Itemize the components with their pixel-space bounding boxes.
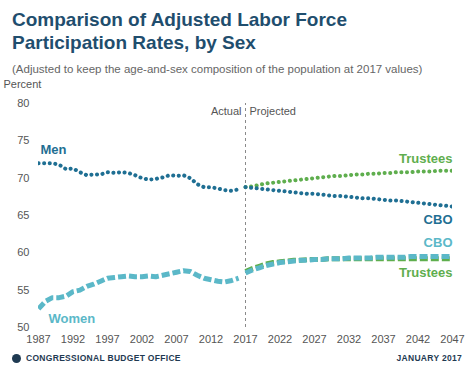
svg-text:Men: Men — [41, 142, 67, 157]
svg-text:50: 50 — [17, 321, 29, 333]
svg-text:2047: 2047 — [440, 333, 464, 345]
svg-text:2007: 2007 — [164, 333, 188, 345]
html-text:(Adjusted to keep the age-and-: (Adjusted to keep the age-and-sex compos… — [12, 63, 423, 75]
svg-text:1987: 1987 — [26, 333, 50, 345]
svg-text:CBO: CBO — [424, 212, 453, 227]
svg-text:2037: 2037 — [371, 333, 395, 345]
svg-text:Percent: Percent — [4, 78, 42, 90]
svg-text:Actual: Actual — [211, 105, 242, 117]
svg-text:2042: 2042 — [406, 333, 430, 345]
svg-text:1992: 1992 — [61, 333, 85, 345]
html-text:CONGRESSIONAL BUDGET OFFICE: CONGRESSIONAL BUDGET OFFICE — [26, 353, 181, 363]
svg-text:Women: Women — [49, 311, 96, 326]
svg-text:2027: 2027 — [302, 333, 326, 345]
svg-text:Trustees: Trustees — [399, 265, 452, 280]
svg-text:75: 75 — [17, 134, 29, 146]
svg-text:2017: 2017 — [233, 333, 257, 345]
svg-text:2002: 2002 — [130, 333, 154, 345]
svg-text:1997: 1997 — [95, 333, 119, 345]
html-text:Comparison of Adjusted Labor F: Comparison of Adjusted Labor Force Parti… — [12, 9, 347, 53]
svg-text:80: 80 — [17, 97, 29, 109]
svg-text:55: 55 — [17, 284, 29, 296]
svg-text:70: 70 — [17, 172, 29, 184]
svg-text:60: 60 — [17, 246, 29, 258]
svg-text:Projected: Projected — [250, 105, 296, 117]
svg-text:2012: 2012 — [199, 333, 223, 345]
html-text:JANUARY 2017: JANUARY 2017 — [396, 353, 462, 363]
svg-text:CBO: CBO — [424, 235, 453, 250]
svg-text:Trustees: Trustees — [399, 151, 452, 166]
svg-text:2022: 2022 — [268, 333, 292, 345]
svg-text:65: 65 — [17, 209, 29, 221]
svg-text:2032: 2032 — [337, 333, 361, 345]
